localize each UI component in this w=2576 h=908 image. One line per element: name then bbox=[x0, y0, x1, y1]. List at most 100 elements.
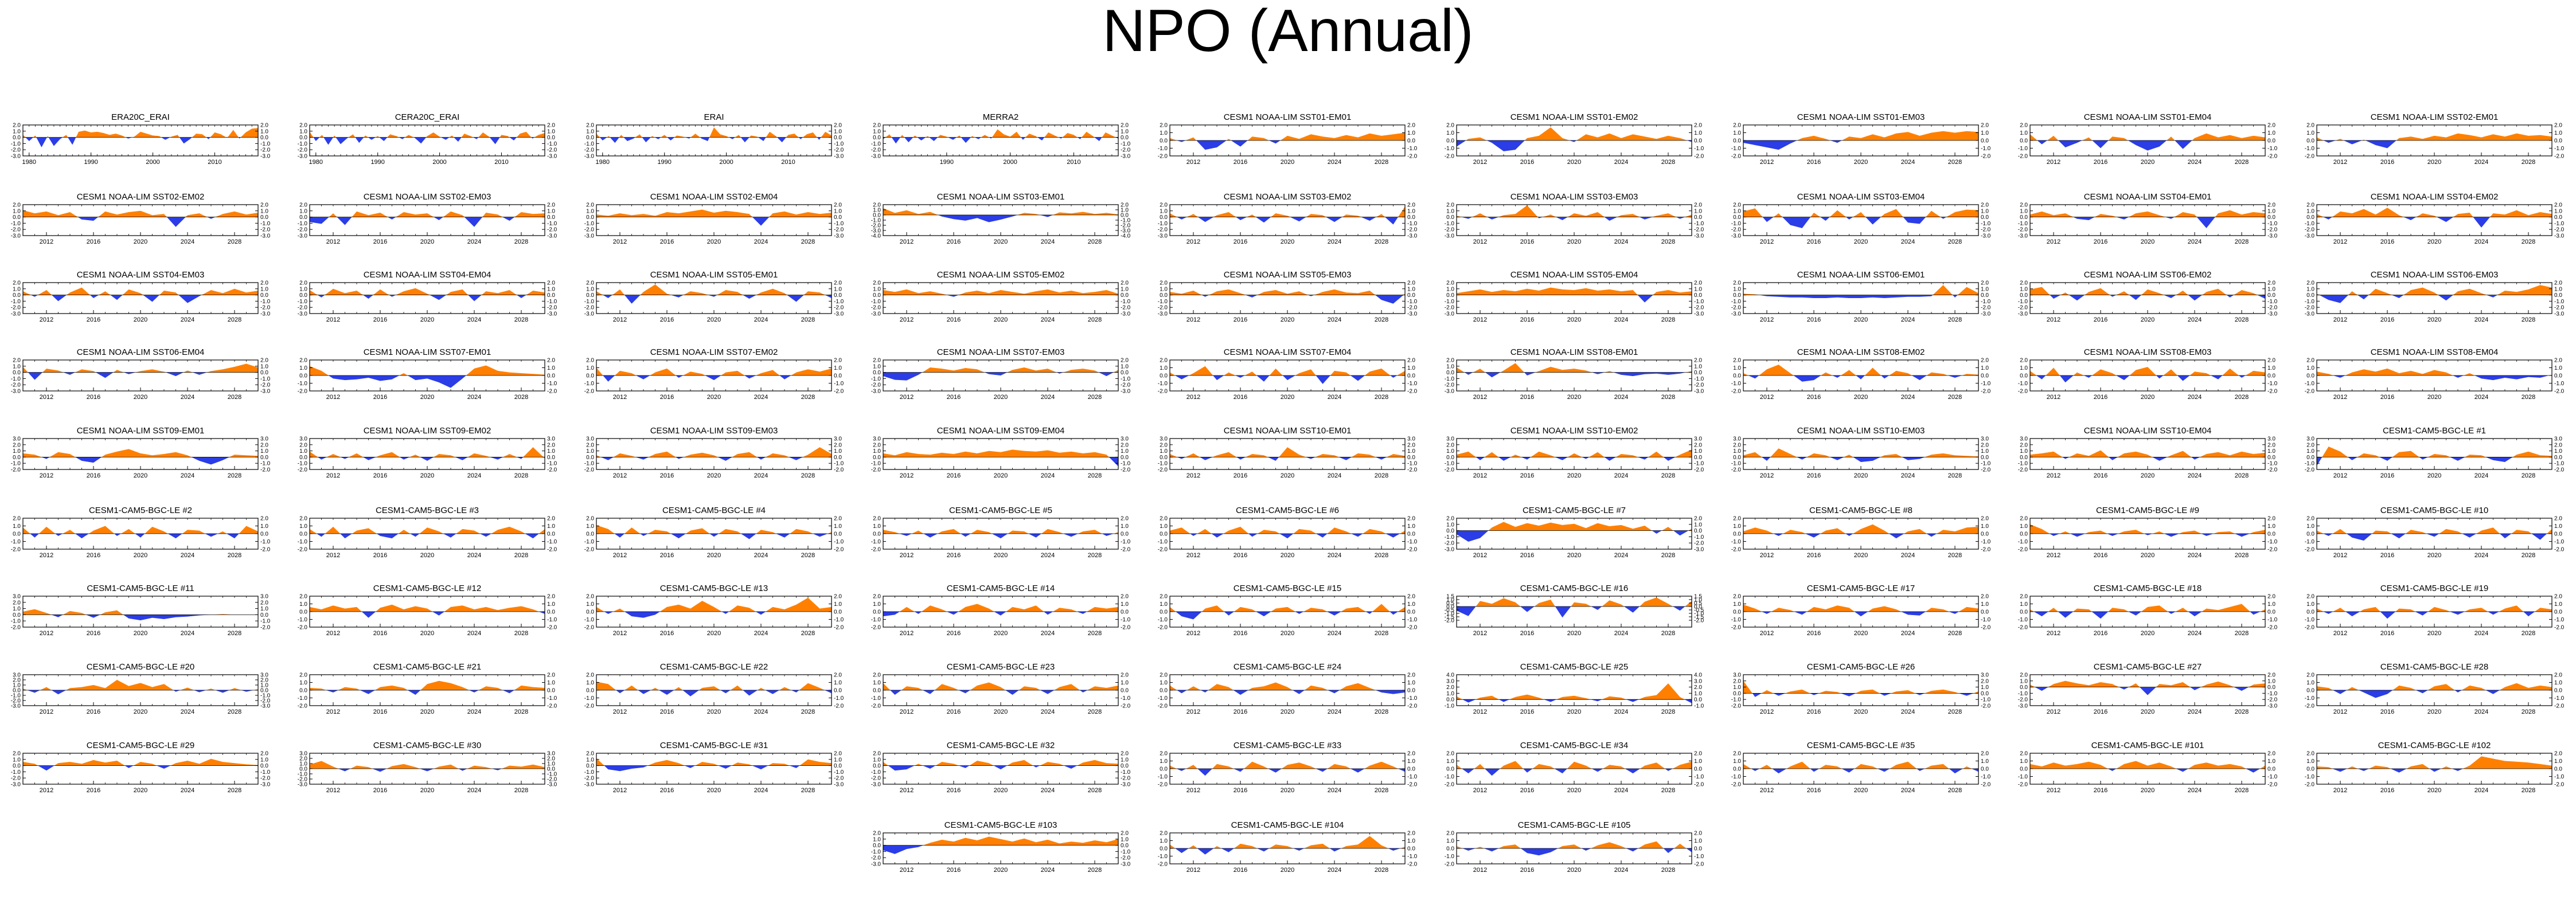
xtick-label: 2028 bbox=[801, 472, 815, 479]
ytick-label-right: -2.0 bbox=[547, 305, 557, 311]
xtick-label: 2016 bbox=[1520, 394, 1534, 401]
ytick-label-left: 0.5 bbox=[1446, 601, 1454, 607]
ytick-label-left: 1.0 bbox=[299, 523, 307, 530]
ytick-label-right: -1.0 bbox=[834, 381, 844, 387]
xtick-label: 2020 bbox=[1567, 552, 1581, 559]
ytick-label-left: 0.0 bbox=[2306, 373, 2315, 379]
xtick-label: 2020 bbox=[420, 238, 434, 245]
ytick-label-left: 1.0 bbox=[2306, 130, 2315, 136]
xtick-label: 2028 bbox=[1661, 394, 1675, 401]
panel-title: CESM1 NOAA-LIM SST02-EM01 bbox=[2371, 112, 2499, 122]
ytick-label-left: -2.0 bbox=[2018, 547, 2028, 553]
ytick-label-right: -1.0 bbox=[834, 221, 844, 227]
ytick-label-left: 0.0 bbox=[1446, 604, 1454, 610]
ytick-label-left: -2.0 bbox=[2305, 467, 2315, 473]
ytick-label-right: -2.0 bbox=[834, 305, 844, 311]
ytick-label-right: 2.0 bbox=[1121, 280, 1129, 287]
negative-area bbox=[310, 612, 545, 618]
ytick-label-left: 1.0 bbox=[1160, 286, 1168, 292]
xtick-label: 2012 bbox=[40, 238, 53, 245]
ytick-label-right: -1.0 bbox=[1121, 539, 1131, 545]
ytick-label-right: 2.0 bbox=[1121, 442, 1129, 448]
xtick-label: 2028 bbox=[1375, 394, 1388, 401]
ytick-label-left: 2.0 bbox=[1733, 202, 1741, 209]
xtick-label: 2020 bbox=[994, 552, 1008, 559]
ytick-label-left: -2.0 bbox=[2018, 467, 2028, 473]
ytick-label-left: 0.0 bbox=[1160, 373, 1168, 379]
negative-area bbox=[313, 137, 535, 145]
ytick-label-right: 0.0 bbox=[1981, 292, 1989, 299]
negative-area bbox=[1170, 534, 1405, 539]
ytick-label-left: -2.0 bbox=[1158, 625, 1168, 631]
negative-area bbox=[883, 534, 1118, 539]
ytick-label-right: 2.0 bbox=[1981, 202, 1989, 209]
ytick-label-left: 2.0 bbox=[1446, 280, 1454, 287]
ytick-label-left: 0.0 bbox=[13, 135, 21, 141]
xtick-label: 2016 bbox=[1520, 630, 1534, 637]
negative-area bbox=[1170, 295, 1405, 304]
ytick-label-right: 2.0 bbox=[547, 516, 555, 522]
panel-title: CERA20C_ERAI bbox=[395, 112, 460, 122]
ytick-label-left: 1.0 bbox=[1733, 286, 1741, 292]
panel-title: CESM1 NOAA-LIM SST10-EM01 bbox=[1224, 426, 1352, 436]
ytick-label-right: 2.0 bbox=[1407, 123, 1415, 129]
negative-area bbox=[2323, 217, 2491, 228]
ytick-label-right: -1.0 bbox=[2554, 146, 2565, 152]
ytick-label-left: 1.0 bbox=[873, 208, 881, 214]
ytick-label-left: -3.0 bbox=[871, 154, 881, 160]
positive-area bbox=[596, 525, 832, 534]
xtick-label: 2020 bbox=[994, 472, 1008, 479]
ytick-label-left: 0.0 bbox=[2306, 455, 2315, 461]
ytick-label-left: -3.0 bbox=[11, 154, 21, 160]
panel-title: CESM1 NOAA-LIM SST04-EM02 bbox=[2371, 192, 2499, 202]
ytick-label-right: -1.0 bbox=[1121, 299, 1131, 305]
ytick-label-right: -2.0 bbox=[1694, 467, 1704, 473]
panel-title: CESM1-CAM5-BGC-LE #12 bbox=[373, 584, 481, 593]
panel-title: CESM1-CAM5-BGC-LE #7 bbox=[1523, 506, 1626, 515]
xtick-label: 2012 bbox=[326, 316, 340, 323]
ytick-label-left: -4.0 bbox=[871, 233, 881, 240]
xtick-label: 2012 bbox=[613, 472, 627, 479]
ytick-label-left: 0.0 bbox=[873, 531, 881, 538]
xtick-label: 2016 bbox=[87, 394, 100, 401]
xtick-label: 2024 bbox=[467, 630, 481, 637]
xtick-label: 2020 bbox=[994, 630, 1008, 637]
xtick-label: 2020 bbox=[1281, 552, 1294, 559]
xtick-label: 2024 bbox=[181, 238, 194, 245]
ytick-label-right: 1.0 bbox=[2554, 523, 2562, 530]
xtick-label: 2020 bbox=[1854, 472, 1868, 479]
ytick-label-right: 2.0 bbox=[1121, 202, 1129, 209]
ytick-label-right: 0.0 bbox=[1694, 214, 1702, 221]
xtick-label: 2020 bbox=[994, 238, 1008, 245]
ytick-label-right: -2.0 bbox=[1121, 547, 1131, 553]
ytick-label-right: 1.0 bbox=[2267, 208, 2276, 214]
ytick-label-right: -4.0 bbox=[1121, 233, 1131, 240]
ytick-label-left: -3.0 bbox=[11, 233, 21, 240]
panel-title: ERAI bbox=[704, 112, 724, 122]
ytick-label-right: -3.0 bbox=[1121, 389, 1131, 395]
xtick-label: 2016 bbox=[87, 238, 100, 245]
ytick-label-left: -1.0 bbox=[2018, 146, 2028, 152]
ytick-label-right: -2.0 bbox=[2554, 305, 2565, 311]
ytick-label-left: -2.0 bbox=[11, 305, 21, 311]
ytick-label-left: 0.0 bbox=[1446, 528, 1454, 534]
ytick-label-left: -2.0 bbox=[1731, 389, 1742, 395]
ytick-label-left: -1.0 bbox=[1158, 461, 1168, 467]
ytick-label-left: 2.0 bbox=[1160, 442, 1168, 448]
ytick-label-right: 0.0 bbox=[1407, 292, 1415, 299]
ytick-label-right: -3.0 bbox=[2267, 233, 2278, 240]
xtick-label: 2012 bbox=[1186, 472, 1200, 479]
ytick-label-left: 0.0 bbox=[13, 531, 21, 538]
ytick-label-right: 3.0 bbox=[1121, 436, 1129, 443]
ytick-label-left: -2.0 bbox=[584, 227, 595, 233]
ytick-label-left: 0.0 bbox=[13, 292, 21, 299]
xtick-label: 2020 bbox=[994, 316, 1008, 323]
ytick-label-right: 1.0 bbox=[1981, 208, 1989, 214]
ytick-label-right: -2.0 bbox=[547, 389, 557, 395]
